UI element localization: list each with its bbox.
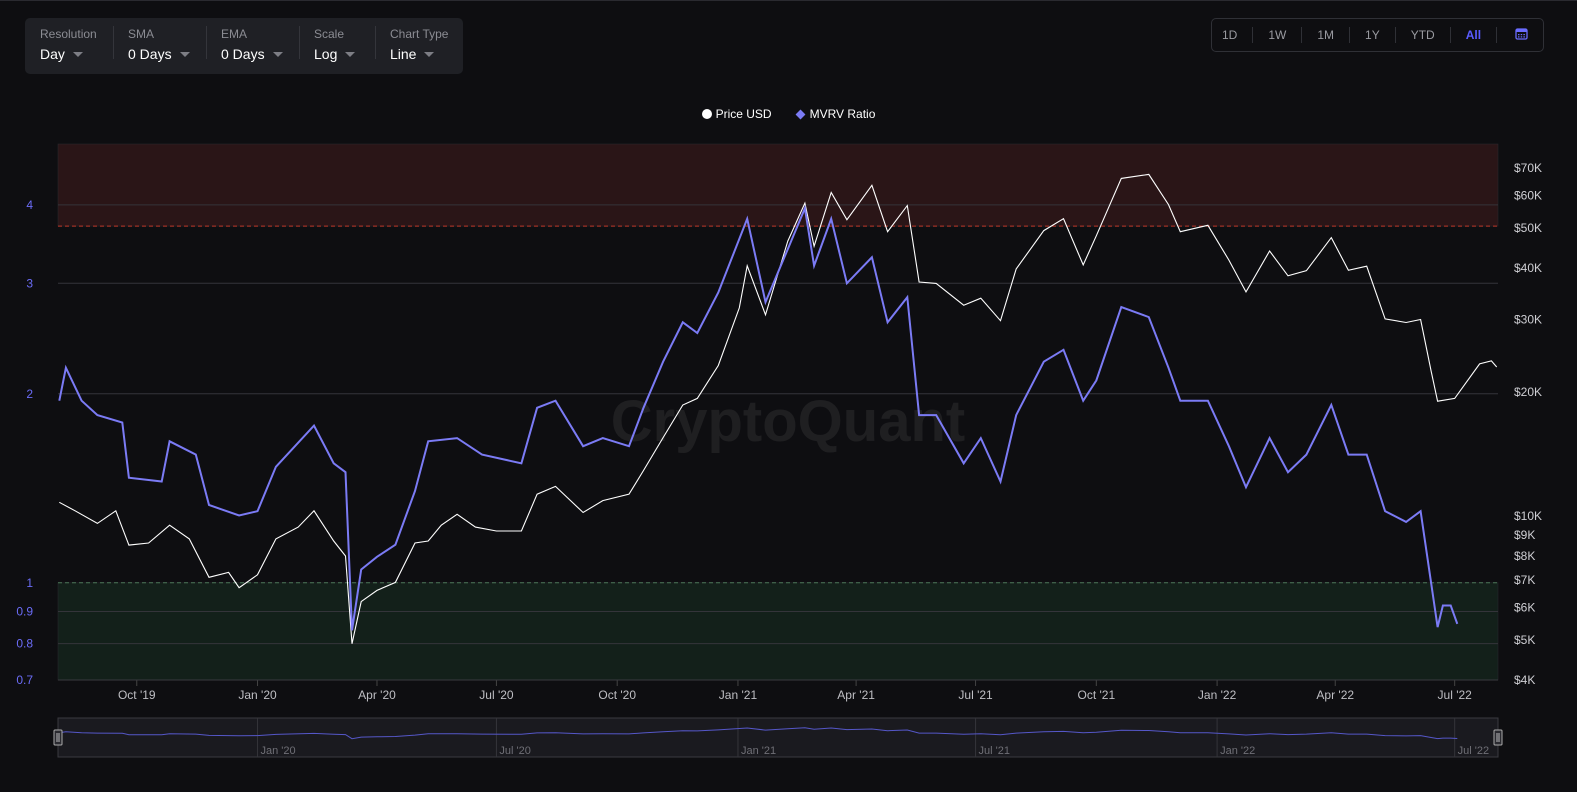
x-axis-tick-label: Jul '20 — [479, 688, 514, 702]
mvrv-ratio-line — [58, 204, 1459, 631]
chart-type-value: Line — [390, 46, 417, 62]
x-axis-tick-label: Jan '22 — [1198, 688, 1237, 702]
legend-item-price[interactable]: Price USD — [701, 107, 772, 121]
time-range-selector: 1D 1W 1M 1Y YTD All — [1211, 18, 1544, 52]
caret-down-icon — [272, 51, 283, 57]
legend-item-mvrv[interactable]: MVRV Ratio — [795, 107, 876, 121]
legend-label: Price USD — [715, 107, 772, 121]
range-1w-button[interactable]: 1W — [1252, 27, 1301, 43]
watermark: CryptoQuant — [611, 389, 965, 454]
navigator-window — [57, 717, 1499, 758]
x-axis-tick-label: Jul '22 — [1438, 688, 1473, 702]
caret-down-icon — [424, 51, 435, 57]
navigator-left-handle[interactable] — [53, 729, 63, 746]
right-axis-tick-label: $20K — [1514, 385, 1542, 399]
right-axis-tick-label: $60K — [1514, 188, 1542, 202]
caret-down-icon — [345, 51, 356, 57]
ema-value: 0 Days — [221, 46, 265, 62]
x-axis-tick-label: Oct '20 — [598, 688, 636, 702]
scale-value: Log — [314, 46, 338, 62]
navigator-tick-label: Jan '22 — [1220, 745, 1255, 757]
left-axis-tick-label: 4 — [26, 198, 33, 212]
navigator-tick-label: Jul '20 — [499, 745, 530, 757]
overvalued-zone — [57, 143, 1499, 227]
x-axis-tick-label: Jul '21 — [958, 688, 993, 702]
scale-dropdown[interactable]: Scale Log — [299, 18, 375, 74]
sma-dropdown[interactable]: SMA 0 Days — [113, 18, 206, 74]
circle-marker-icon — [701, 109, 712, 119]
x-axis-tick-label: Apr '20 — [358, 688, 396, 702]
resolution-label: Resolution — [40, 27, 97, 41]
right-axis-tick-label: $40K — [1514, 261, 1542, 275]
right-axis-tick-label: $50K — [1514, 221, 1542, 235]
caret-down-icon — [179, 51, 190, 57]
price-usd-line — [59, 173, 1498, 644]
resolution-value: Day — [40, 46, 65, 62]
x-axis-tick-label: Jan '20 — [238, 688, 277, 702]
navigator-tick-label: Jul '22 — [1458, 745, 1489, 757]
right-axis-tick-label: $70K — [1514, 161, 1542, 175]
left-axis-tick-label: 0.8 — [16, 637, 33, 651]
range-1m-button[interactable]: 1M — [1301, 27, 1349, 43]
legend-label: MVRV Ratio — [809, 107, 876, 121]
left-axis-tick-label: 3 — [26, 276, 33, 290]
navigator-tick-label: Jul '21 — [979, 745, 1010, 757]
x-axis-tick-label: Oct '19 — [118, 688, 156, 702]
range-1y-button[interactable]: 1Y — [1349, 27, 1395, 43]
navigator-series-line — [59, 727, 1458, 740]
right-axis-tick-label: $6K — [1514, 600, 1535, 614]
caret-down-icon — [72, 51, 83, 57]
right-axis-tick-label: $5K — [1514, 633, 1535, 647]
right-axis-tick-label: $9K — [1514, 528, 1535, 542]
x-axis-tick-label: Apr '22 — [1316, 688, 1354, 702]
x-axis-tick-label: Apr '21 — [837, 688, 875, 702]
left-axis-tick-label: 0.7 — [16, 673, 33, 687]
range-ytd-button[interactable]: YTD — [1394, 27, 1450, 43]
ema-label: EMA — [221, 27, 248, 41]
right-axis-tick-label: $4K — [1514, 673, 1535, 687]
range-all-button[interactable]: All — [1449, 27, 1496, 43]
chart-type-label: Chart Type — [390, 27, 449, 41]
calendar-icon[interactable] — [1496, 27, 1544, 43]
left-axis-tick-label: 2 — [26, 387, 33, 401]
x-axis-tick-label: Oct '21 — [1078, 688, 1116, 702]
right-axis-tick-label: $10K — [1514, 509, 1542, 523]
right-axis-tick-label: $30K — [1514, 312, 1542, 326]
chart-settings-bar: Resolution Day SMA 0 Days EMA 0 Days Sca… — [25, 18, 463, 74]
ema-dropdown[interactable]: EMA 0 Days — [206, 18, 299, 74]
right-axis-tick-label: $8K — [1514, 549, 1535, 563]
right-axis-tick-label: $7K — [1514, 573, 1535, 587]
navigator-tick-label: Jan '20 — [261, 745, 296, 757]
sma-value: 0 Days — [128, 46, 172, 62]
undervalued-zone — [57, 582, 1499, 681]
left-axis-tick-label: 1 — [26, 576, 33, 590]
resolution-dropdown[interactable]: Resolution Day — [25, 18, 113, 74]
chart-type-dropdown[interactable]: Chart Type Line — [375, 18, 460, 74]
range-1d-button[interactable]: 1D — [1222, 28, 1238, 42]
navigator-tick-label: Jan '21 — [741, 745, 776, 757]
x-axis-tick-label: Jan '21 — [719, 688, 758, 702]
left-axis-tick-label: 0.9 — [16, 604, 33, 618]
sma-label: SMA — [128, 27, 155, 41]
navigator-right-handle[interactable] — [1493, 729, 1503, 746]
scale-label: Scale — [314, 27, 345, 41]
chart-legend: Price USD MVRV Ratio — [0, 107, 1577, 121]
